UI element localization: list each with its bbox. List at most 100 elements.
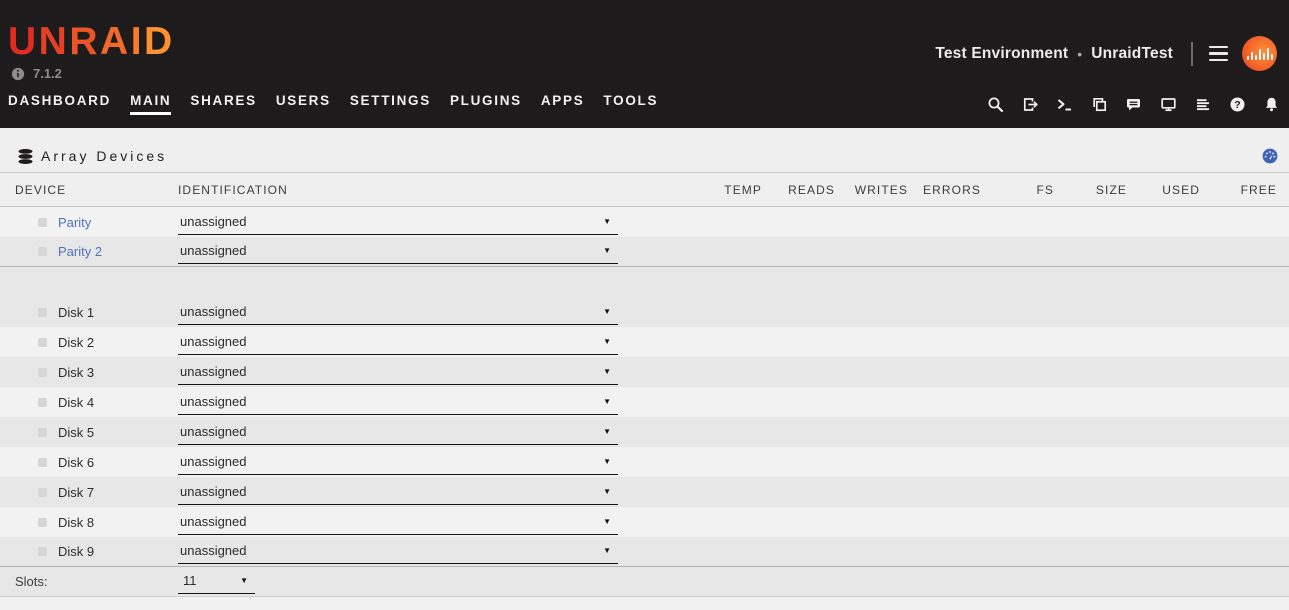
identification-select-value: unassigned (180, 243, 247, 258)
unraid-logo: UNRAID (8, 19, 175, 63)
identification-select[interactable]: unassigned ▼ (178, 539, 618, 564)
device-label: Disk 7 (58, 484, 95, 500)
avatar[interactable] (1242, 36, 1277, 71)
nav-item-main[interactable]: MAIN (130, 93, 172, 115)
identification-select[interactable]: unassigned ▼ (178, 330, 618, 355)
nav-item-tools[interactable]: TOOLS (603, 93, 659, 108)
slots-select-value: 11 (183, 573, 197, 588)
copy-icon[interactable] (1091, 96, 1108, 113)
device-status-icon (38, 247, 47, 256)
identification-select[interactable]: unassigned ▼ (178, 510, 618, 535)
identification-select-value: unassigned (180, 543, 247, 558)
column-header-writes: WRITES (854, 182, 908, 197)
version-label: 7.1.2 (33, 66, 62, 82)
identification-select-value: unassigned (180, 393, 247, 409)
feedback-icon[interactable] (1125, 96, 1142, 113)
device-label: Disk 1 (58, 304, 95, 320)
identification-cell: unassigned ▼ (172, 390, 618, 415)
device-label: Disk 3 (58, 364, 95, 380)
nav-item-shares[interactable]: SHARES (190, 93, 257, 108)
terminal-icon[interactable] (1056, 96, 1073, 113)
gauge-icon[interactable] (1262, 148, 1278, 164)
main-content: Array Devices DEVICE IDENTIFICATION TEMP RE… (0, 128, 1289, 597)
slots-label: Slots: (15, 574, 48, 589)
dropdown-caret-icon: ▼ (603, 246, 611, 255)
device-label: Disk 9 (58, 544, 95, 559)
identification-select-value: unassigned (180, 213, 247, 229)
identification-select[interactable]: unassigned ▼ (178, 360, 618, 385)
identification-cell: unassigned ▼ (172, 510, 618, 535)
slots-select[interactable]: 11 ▼ (178, 569, 255, 594)
device-label[interactable]: Parity 2 (58, 244, 103, 259)
log-icon[interactable] (1194, 96, 1211, 113)
table-row-disk-7: Disk 7 unassigned ▼ (0, 477, 1289, 507)
table-row-disk-9: Disk 9 unassigned ▼ (0, 537, 1289, 567)
table-row-parity: Parity unassigned ▼ (0, 207, 1289, 237)
logout-icon[interactable] (1022, 96, 1039, 113)
device-label: Disk 6 (58, 454, 95, 470)
table-row-disk-1: Disk 1 unassigned ▼ (0, 297, 1289, 327)
svg-text:?: ? (1234, 99, 1240, 111)
identification-select-value: unassigned (180, 513, 247, 529)
device-status-icon (38, 367, 47, 377)
identification-select[interactable]: unassigned ▼ (178, 390, 618, 415)
device-label: Disk 8 (58, 514, 95, 530)
identification-cell: unassigned ▼ (172, 360, 618, 385)
section-title: Array Devices (41, 148, 168, 164)
dropdown-caret-icon: ▼ (603, 216, 611, 226)
disk-stack-icon (17, 148, 34, 165)
device-status-icon (38, 397, 47, 407)
device-status-icon (38, 487, 47, 497)
table-row-disk-6: Disk 6 unassigned ▼ (0, 447, 1289, 477)
device-status-icon (38, 307, 47, 317)
dropdown-caret-icon: ▼ (603, 426, 611, 436)
device-label[interactable]: Parity (58, 214, 92, 230)
search-icon[interactable] (987, 96, 1004, 113)
display-icon[interactable] (1160, 96, 1177, 113)
identification-select-value: unassigned (180, 483, 247, 499)
version-line: 7.1.2 (11, 66, 175, 81)
vertical-divider (1191, 41, 1193, 66)
nav-item-apps[interactable]: APPS (540, 93, 585, 108)
device-status-icon (38, 217, 47, 227)
device-cell: Disk 6 (0, 455, 172, 470)
dropdown-caret-icon: ▼ (603, 516, 611, 526)
identification-select[interactable]: unassigned ▼ (178, 210, 618, 235)
nav-item-users[interactable]: USERS (275, 93, 331, 108)
help-icon[interactable]: ? (1229, 96, 1246, 113)
dropdown-caret-icon: ▼ (603, 336, 611, 346)
table-header-row: DEVICE IDENTIFICATION TEMP READS WRITES ERROR… (0, 173, 1289, 207)
device-cell: Disk 2 (0, 335, 172, 350)
logo-block: UNRAID 7.1.2 (8, 19, 175, 82)
table-row-disk-3: Disk 3 unassigned ▼ (0, 357, 1289, 387)
column-header-size: SIZE (1095, 182, 1127, 197)
identification-cell: unassigned ▼ (172, 539, 618, 564)
identification-cell: unassigned ▼ (172, 420, 618, 445)
identification-select[interactable]: unassigned ▼ (178, 480, 618, 505)
notifications-bell-icon[interactable] (1263, 96, 1280, 113)
device-status-icon (38, 457, 47, 467)
column-header-used: USED (1162, 182, 1200, 197)
nav-item-dashboard[interactable]: DASHBOARD (8, 93, 112, 108)
identification-cell: unassigned ▼ (172, 330, 618, 355)
device-cell: Disk 1 (0, 305, 172, 320)
column-header-temp: TEMP (724, 182, 762, 197)
hamburger-menu-icon[interactable] (1209, 45, 1228, 62)
dropdown-caret-icon: ▼ (603, 546, 611, 555)
info-icon[interactable] (11, 67, 25, 81)
identification-select[interactable]: unassigned ▼ (178, 450, 618, 475)
array-devices-titlebar: Array Devices (0, 140, 1289, 173)
nav-item-plugins[interactable]: PLUGINS (449, 93, 522, 108)
column-header-fs: FS (1036, 182, 1054, 197)
identification-select[interactable]: unassigned ▼ (178, 420, 618, 445)
column-header-reads: READS (788, 182, 835, 197)
device-label: Disk 4 (58, 394, 95, 410)
table-row-disk-2: Disk 2 unassigned ▼ (0, 327, 1289, 357)
identification-select[interactable]: unassigned ▼ (178, 239, 618, 264)
separator-dot: • (1077, 45, 1083, 62)
identification-select[interactable]: unassigned ▼ (178, 300, 618, 325)
dropdown-caret-icon: ▼ (603, 306, 611, 316)
identification-select-value: unassigned (180, 453, 247, 469)
nav-item-settings[interactable]: SETTINGS (349, 93, 431, 108)
nav-items: DASHBOARD MAIN SHARES USERS SETTINGS PLUGINS A… (8, 93, 658, 115)
